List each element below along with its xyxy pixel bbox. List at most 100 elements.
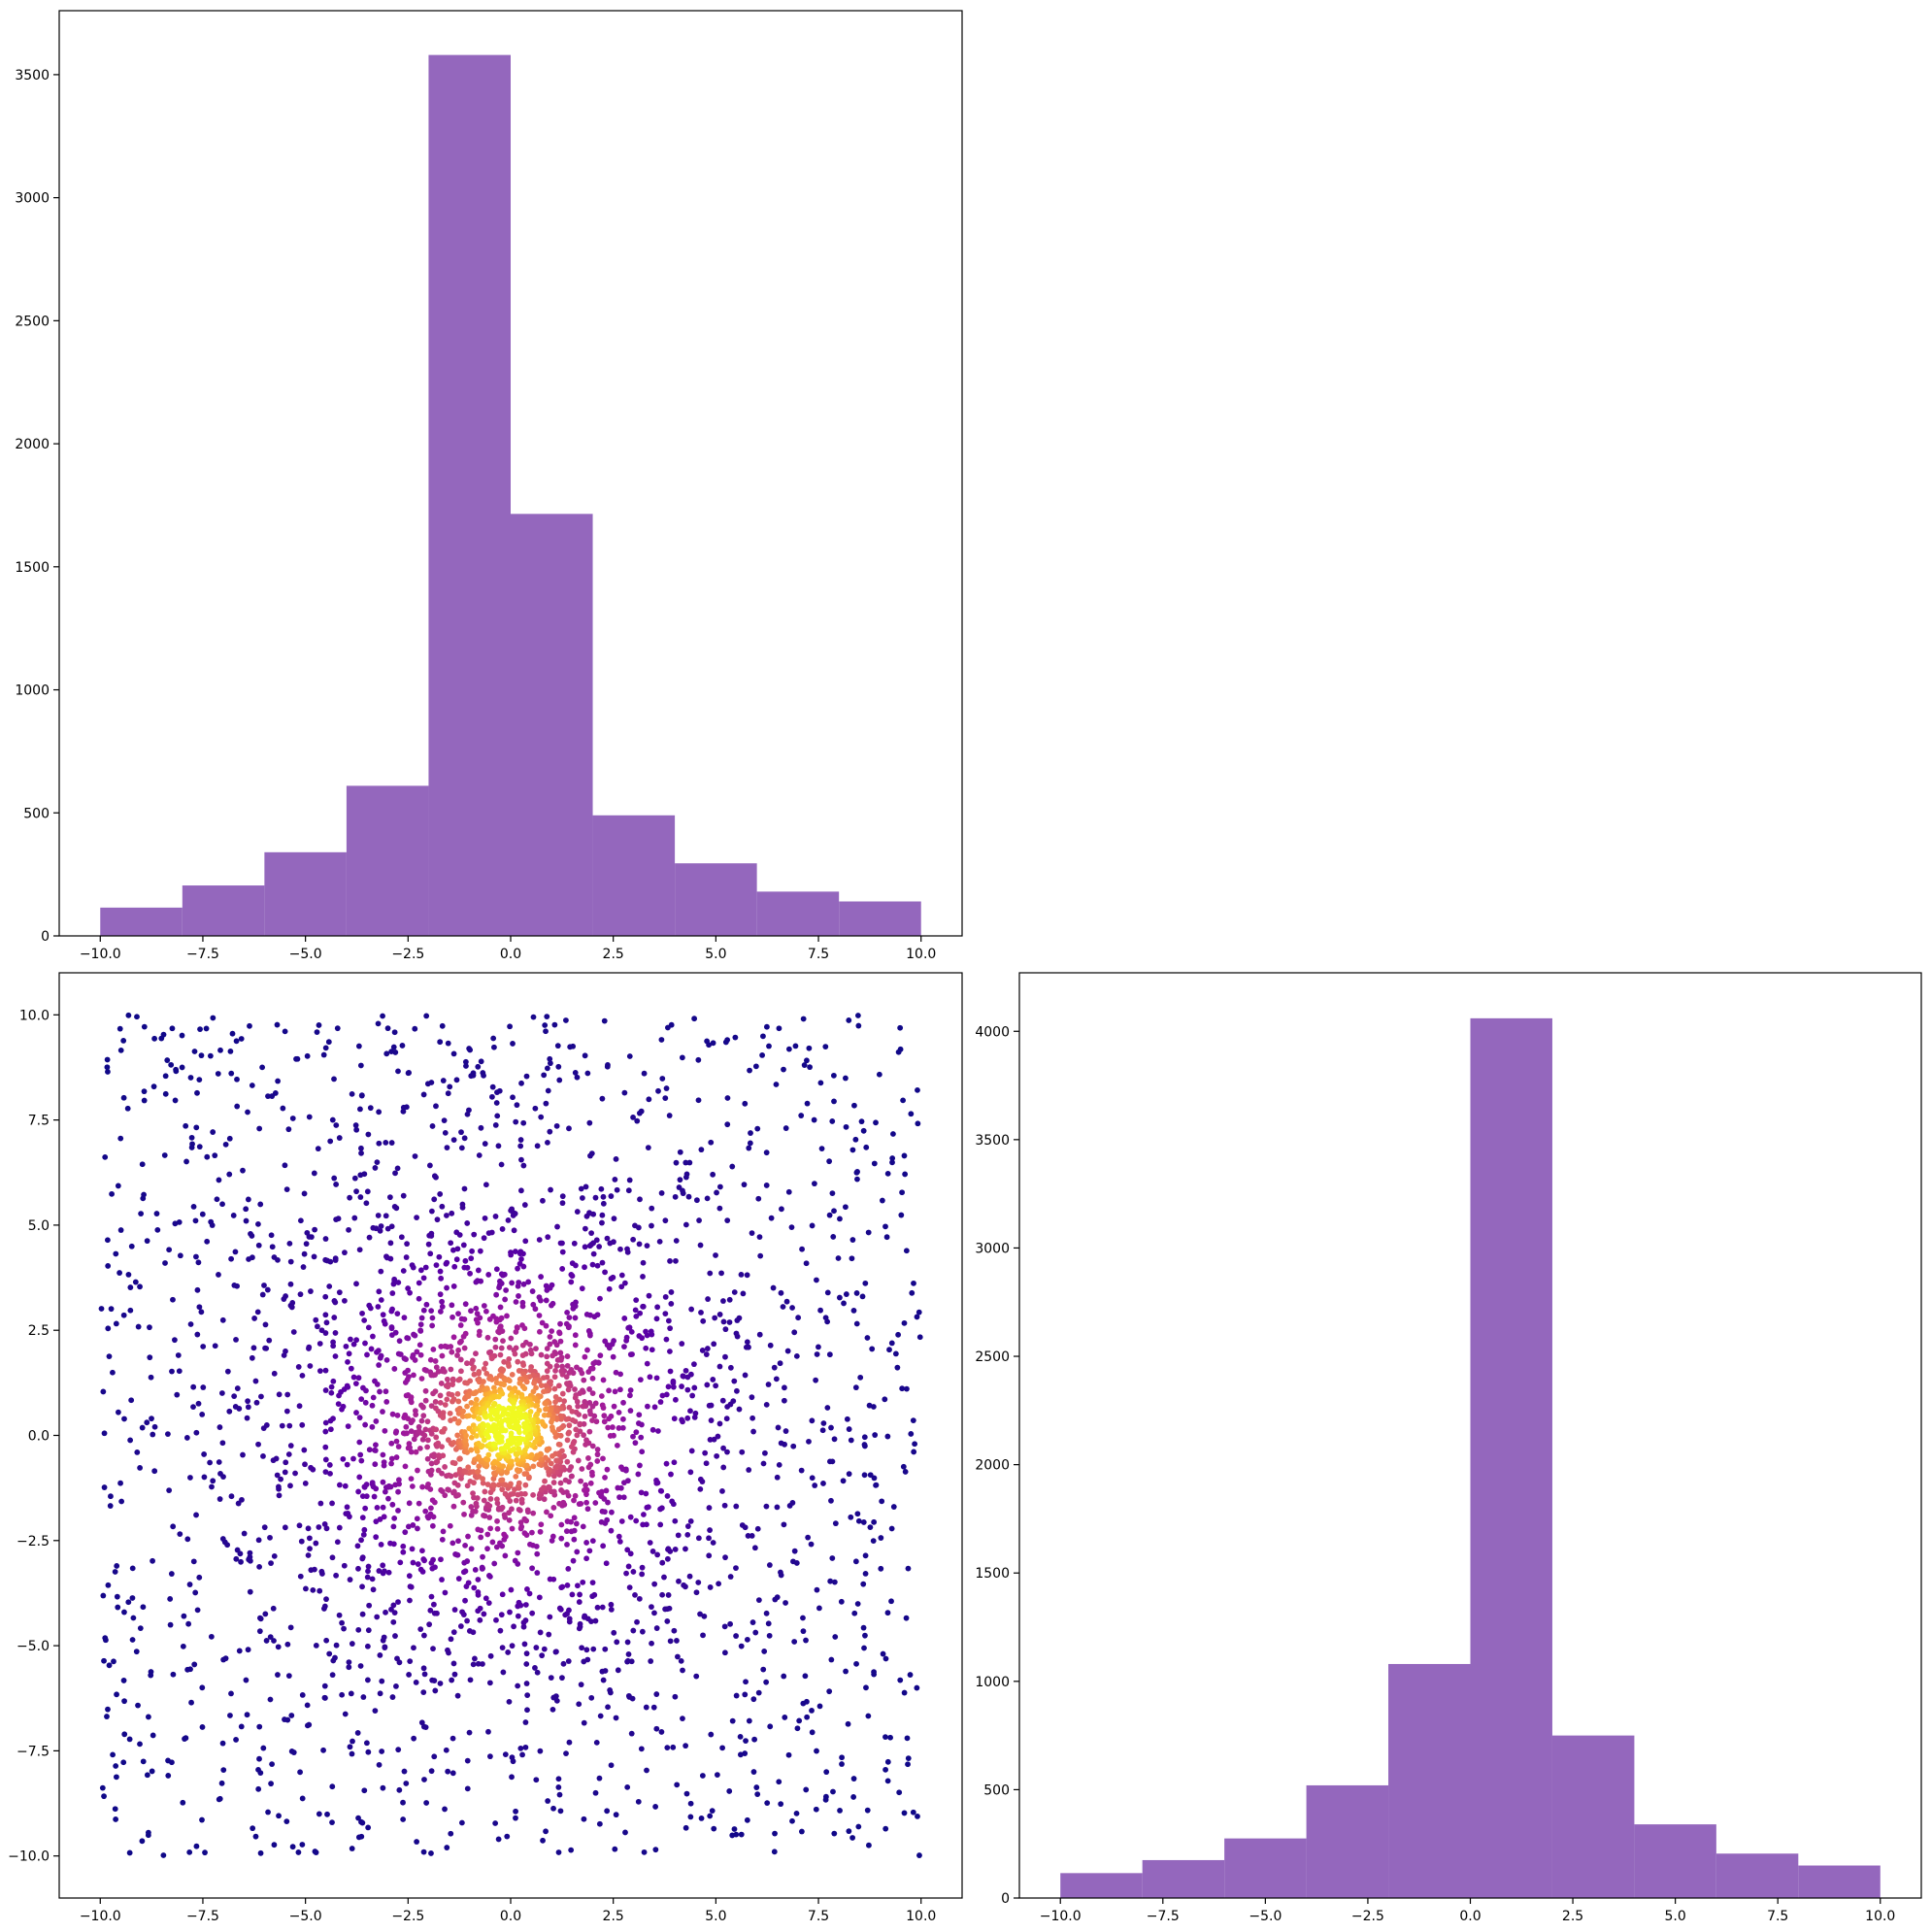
scatter-point (781, 1397, 787, 1404)
scatter-point (766, 1043, 772, 1049)
scatter-point (871, 1160, 878, 1167)
y-tick-label: 500 (983, 1782, 1010, 1798)
scatter-point (106, 1662, 113, 1669)
scatter-point (442, 1129, 449, 1136)
scatter-point (370, 1586, 377, 1593)
scatter-point (482, 1405, 487, 1412)
scatter-point (405, 1070, 412, 1077)
scatter-point (363, 1740, 370, 1747)
scatter-point (915, 1813, 920, 1819)
scatter-point (799, 1246, 805, 1252)
scatter-point (367, 1305, 374, 1312)
scatter-point (559, 1675, 565, 1682)
scatter-point (408, 1583, 415, 1590)
scatter-point (349, 1090, 355, 1097)
scatter-point (369, 1576, 376, 1582)
scatter-point (359, 1583, 365, 1590)
scatter-point (517, 1143, 524, 1149)
scatter-point (883, 1234, 890, 1241)
scatter-point (411, 1735, 417, 1742)
scatter-point (600, 1455, 606, 1462)
scatter-point (862, 1552, 869, 1559)
scatter-point (325, 1039, 332, 1046)
scatter-point (513, 1815, 518, 1821)
scatter-point (193, 1512, 199, 1518)
scatter-point (133, 1649, 140, 1655)
scatter-point (673, 1238, 680, 1244)
scatter-point (589, 1375, 596, 1382)
scatter-point (873, 1482, 879, 1488)
scatter-point (824, 1405, 831, 1411)
scatter-point (564, 1362, 571, 1369)
scatter-point (430, 1646, 436, 1652)
scatter-point (551, 1021, 558, 1028)
scatter-point (321, 1682, 328, 1689)
scatter-point (514, 1456, 520, 1463)
scatter-point (324, 1811, 330, 1817)
scatter-point (340, 1403, 347, 1410)
scatter-point (558, 1486, 564, 1493)
scatter-point (771, 1849, 778, 1855)
scatter-point (586, 1119, 593, 1126)
scatter-point (312, 1849, 318, 1854)
scatter-point (124, 1105, 131, 1112)
scatter-point (418, 1719, 425, 1726)
scatter-point (805, 1534, 812, 1541)
scatter-point (802, 1673, 809, 1680)
scatter-point (388, 1223, 395, 1230)
scatter-point (256, 1125, 263, 1132)
scatter-point (599, 1402, 606, 1409)
x-tick-label: 0.0 (500, 947, 521, 962)
scatter-point (403, 1423, 410, 1430)
scatter-point (326, 1650, 333, 1657)
scatter-point (511, 1623, 516, 1630)
scatter-point (423, 1301, 430, 1308)
scatter-point (343, 1343, 350, 1349)
scatter-point (408, 1399, 415, 1406)
x-tick-label: −7.5 (186, 947, 219, 962)
scatter-point (557, 1808, 564, 1815)
scatter-point (427, 1356, 434, 1363)
scatter-point (541, 1646, 548, 1652)
scatter-point (663, 1336, 670, 1343)
scatter-point (228, 1255, 235, 1262)
scatter-point (181, 1613, 187, 1619)
histogram-bar (182, 885, 265, 936)
scatter-point (390, 1044, 397, 1050)
scatter-point (467, 1677, 474, 1683)
scatter-point (707, 1527, 713, 1533)
scatter-point (532, 1306, 539, 1313)
scatter-point (448, 1366, 454, 1373)
scatter-point (792, 1043, 799, 1049)
scatter-point (439, 1022, 446, 1029)
scatter-point (744, 1636, 750, 1643)
scatter-point (720, 1445, 726, 1451)
scatter-point (538, 1114, 545, 1120)
scatter-point (734, 1333, 741, 1340)
scatter-point (566, 1616, 573, 1622)
scatter-point (491, 1442, 498, 1448)
scatter-point (332, 1257, 339, 1263)
scatter-point (564, 1458, 571, 1465)
scatter-point (617, 1371, 623, 1378)
scatter-point (243, 1677, 250, 1683)
scatter-point (727, 1364, 734, 1371)
scatter-point (329, 1116, 336, 1123)
scatter-point (776, 1025, 782, 1032)
scatter-point (801, 1062, 808, 1068)
scatter-point (268, 1232, 275, 1239)
x-tick-label: 10.0 (906, 1909, 936, 1924)
scatter-point (439, 1577, 445, 1582)
scatter-point (383, 1399, 390, 1405)
scatter-point (430, 1601, 437, 1608)
scatter-point (644, 1243, 650, 1249)
scatter-point (518, 1523, 525, 1530)
scatter-point (608, 1276, 615, 1282)
scatter-point (662, 1293, 669, 1300)
scatter-point (695, 1097, 702, 1104)
scatter-point (606, 1285, 613, 1292)
scatter-point (183, 1158, 189, 1165)
scatter-point (454, 1246, 461, 1252)
scatter-point (199, 1724, 206, 1730)
scatter-point (459, 1609, 465, 1616)
